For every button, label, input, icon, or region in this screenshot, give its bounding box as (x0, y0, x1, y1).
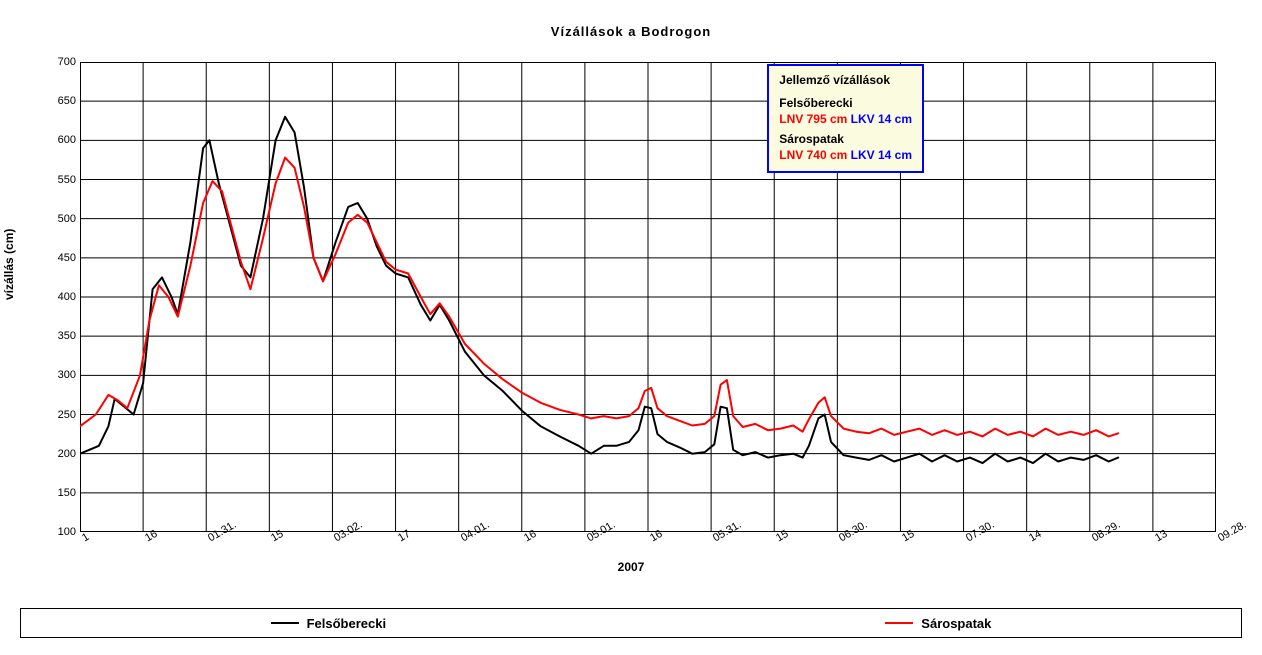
x-tick-label: 1 (80, 534, 86, 544)
plot-wrap (56, 62, 1216, 532)
chart-title: Vízállások a Bodrogon (0, 24, 1262, 39)
legend-swatch (885, 622, 913, 624)
legend-label: Felsőberecki (307, 616, 387, 631)
x-tick-label: 01.31. (206, 534, 212, 544)
annotation-values: LNV 740 cm LKV 14 cm (779, 147, 912, 163)
annotation-lkv: LKV 14 cm (851, 148, 912, 162)
x-tick-label: 15 (900, 534, 906, 544)
annotation-location: Felsőberecki (779, 95, 912, 111)
legend-swatch (271, 622, 299, 624)
x-tick-label: 08.29. (1090, 534, 1096, 544)
annotation-lnv: LNV 740 cm (779, 148, 850, 162)
x-tick-label: 07.30. (964, 534, 970, 544)
y-axis-label: vízállás (cm) (2, 229, 16, 300)
legend-item: Felsőberecki (271, 616, 387, 631)
x-tick-label: 05.31. (711, 534, 717, 544)
x-tick-label: 17 (396, 534, 402, 544)
annotation-lnv: LNV 795 cm (779, 112, 850, 126)
page: Vízállások a Bodrogon vízállás (cm) 1001… (0, 0, 1262, 655)
legend: Felsőberecki Sárospatak (20, 608, 1242, 638)
x-tick-label: 06.30. (837, 534, 843, 544)
x-tick-label: 15 (269, 534, 275, 544)
annotation-lkv: LKV 14 cm (851, 112, 912, 126)
plot-area (80, 62, 1216, 532)
legend-item: Sárospatak (885, 616, 991, 631)
annotation-values: LNV 795 cm LKV 14 cm (779, 111, 912, 127)
x-tick-label: 16 (522, 534, 528, 544)
x-axis-label: 2007 (0, 560, 1262, 574)
annotation-location: Sárospatak (779, 131, 912, 147)
plot-svg (80, 62, 1216, 532)
x-tick-label: 14 (1027, 534, 1033, 544)
x-tick-label: 13 (1153, 534, 1159, 544)
x-tick-label: 04.01. (459, 534, 465, 544)
x-tick-label: 16 (648, 534, 654, 544)
x-tick-label: 15 (774, 534, 780, 544)
x-tick-label: 03.02. (332, 534, 338, 544)
annotation-header: Jellemző vízállások (779, 72, 912, 88)
annotation-box: Jellemző vízállások FelsőbereckiLNV 795 … (767, 64, 924, 173)
x-tick-label: 05.01. (585, 534, 591, 544)
legend-label: Sárospatak (921, 616, 991, 631)
x-tick-label: 16 (143, 534, 149, 544)
x-tick-label: 09.28. (1216, 534, 1222, 544)
